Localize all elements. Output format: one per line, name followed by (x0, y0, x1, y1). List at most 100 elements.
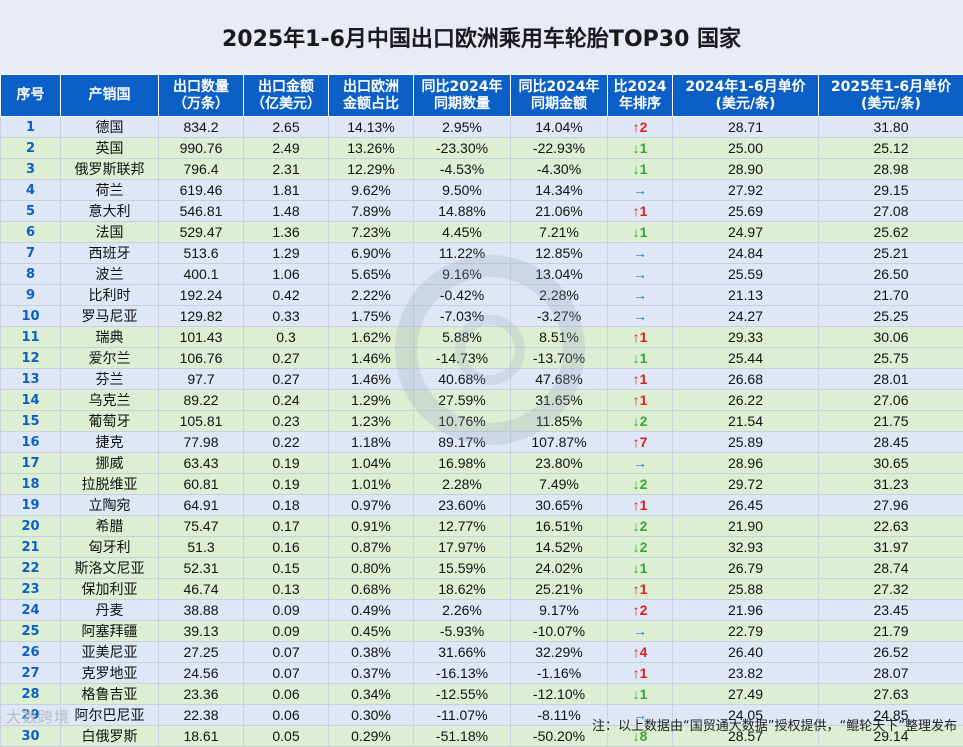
cell-rank: 7 (1, 243, 61, 264)
cell-yoy-qty: 5.88% (414, 327, 511, 348)
cell-yoy-qty: -16.13% (414, 663, 511, 684)
arrow-up-icon: ↑ (633, 119, 640, 135)
arrow-down-icon: ↓ (633, 161, 640, 177)
cell-amount: 0.07 (244, 663, 329, 684)
cell-amount: 0.27 (244, 369, 329, 390)
cell-amount: 0.13 (244, 579, 329, 600)
arrow-up-icon: ↑ (633, 644, 640, 660)
cell-rank: 20 (1, 516, 61, 537)
cell-price-2025: 25.62 (819, 222, 963, 243)
cell-country: 挪威 (61, 453, 159, 474)
cell-yoy-amount: 13.04% (511, 264, 608, 285)
header-price-2025: 2025年1-6月单价(美元/条) (819, 75, 963, 117)
cell-qty: 796.4 (159, 159, 244, 180)
cell-yoy-amount: 24.02% (511, 558, 608, 579)
rank-change-value: 1 (640, 203, 648, 219)
cell-country: 保加利亚 (61, 579, 159, 600)
cell-share: 7.89% (329, 201, 414, 222)
cell-share: 14.13% (329, 117, 414, 138)
cell-rank-change: ↑1 (608, 663, 673, 684)
cell-rank: 28 (1, 684, 61, 705)
cell-rank: 13 (1, 369, 61, 390)
cell-price-2024: 26.45 (673, 495, 819, 516)
cell-yoy-qty: 12.77% (414, 516, 511, 537)
rank-change-value: 1 (640, 161, 648, 177)
cell-country: 西班牙 (61, 243, 159, 264)
cell-rank: 15 (1, 411, 61, 432)
cell-yoy-amount: 32.29% (511, 642, 608, 663)
page-title: 2025年1-6月中国出口欧洲乘用车轮胎TOP30 国家 (0, 0, 963, 76)
cell-country: 希腊 (61, 516, 159, 537)
cell-country: 斯洛文尼亚 (61, 558, 159, 579)
cell-rank-change: ↓2 (608, 474, 673, 495)
cell-amount: 0.42 (244, 285, 329, 306)
cell-price-2024: 26.79 (673, 558, 819, 579)
rank-change-value: 4 (640, 644, 648, 660)
arrow-right-icon: → (633, 245, 647, 261)
cell-amount: 0.19 (244, 474, 329, 495)
cell-rank-change: → (608, 264, 673, 285)
arrow-up-icon: ↑ (633, 392, 640, 408)
cell-yoy-amount: 14.04% (511, 117, 608, 138)
cell-rank-change: ↓1 (608, 348, 673, 369)
cell-yoy-qty: -0.42% (414, 285, 511, 306)
cell-yoy-qty: -12.55% (414, 684, 511, 705)
cell-country: 波兰 (61, 264, 159, 285)
cell-share: 0.38% (329, 642, 414, 663)
cell-price-2025: 29.15 (819, 180, 963, 201)
cell-yoy-qty: 4.45% (414, 222, 511, 243)
arrow-down-icon: ↓ (633, 518, 640, 534)
cell-rank: 23 (1, 579, 61, 600)
cell-amount: 0.3 (244, 327, 329, 348)
cell-rank-change: → (608, 306, 673, 327)
rank-change-value: 7 (640, 434, 648, 450)
arrow-down-icon: ↓ (633, 539, 640, 555)
export-table: 序号 产销国 出口数量（万条） 出口金额（亿美元） 出口欧洲金额占比 同比202… (0, 74, 963, 747)
cell-rank-change: ↓1 (608, 222, 673, 243)
cell-amount: 2.49 (244, 138, 329, 159)
cell-rank: 17 (1, 453, 61, 474)
cell-country: 捷克 (61, 432, 159, 453)
cell-amount: 0.09 (244, 621, 329, 642)
cell-price-2025: 27.08 (819, 201, 963, 222)
rank-change-value: 1 (640, 581, 648, 597)
cell-rank: 25 (1, 621, 61, 642)
cell-share: 0.87% (329, 537, 414, 558)
cell-rank-change: ↑2 (608, 600, 673, 621)
cell-amount: 0.15 (244, 558, 329, 579)
cell-share: 1.62% (329, 327, 414, 348)
cell-yoy-amount: 31.65% (511, 390, 608, 411)
cell-price-2024: 21.13 (673, 285, 819, 306)
cell-country: 俄罗斯联邦 (61, 159, 159, 180)
cell-share: 1.75% (329, 306, 414, 327)
cell-price-2025: 25.12 (819, 138, 963, 159)
cell-price-2024: 25.69 (673, 201, 819, 222)
cell-yoy-amount: -22.93% (511, 138, 608, 159)
cell-rank-change: ↓1 (608, 558, 673, 579)
cell-amount: 2.65 (244, 117, 329, 138)
cell-price-2025: 22.63 (819, 516, 963, 537)
cell-qty: 97.7 (159, 369, 244, 390)
header-rank: 序号 (1, 75, 61, 117)
cell-yoy-qty: 10.76% (414, 411, 511, 432)
cell-rank-change: → (608, 180, 673, 201)
cell-amount: 0.18 (244, 495, 329, 516)
cell-price-2025: 27.32 (819, 579, 963, 600)
arrow-down-icon: ↓ (633, 686, 640, 702)
cell-rank: 11 (1, 327, 61, 348)
rank-change-value: 2 (640, 119, 648, 135)
cell-share: 6.90% (329, 243, 414, 264)
cell-yoy-amount: 14.34% (511, 180, 608, 201)
cell-country: 法国 (61, 222, 159, 243)
cell-country: 葡萄牙 (61, 411, 159, 432)
